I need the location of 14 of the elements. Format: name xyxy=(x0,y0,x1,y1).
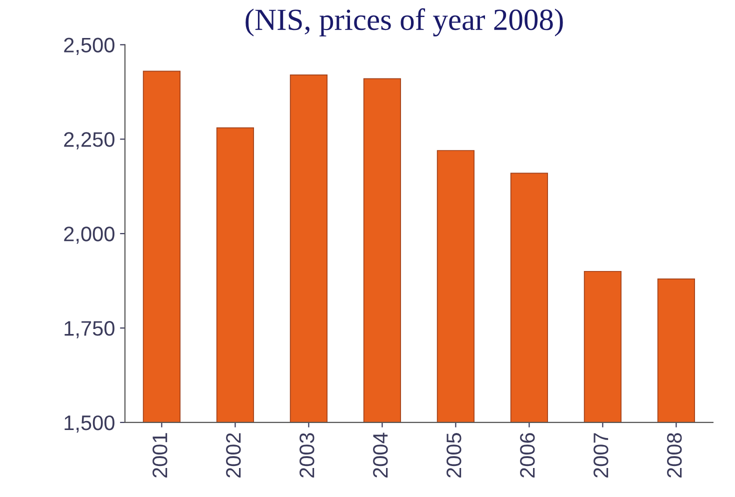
x-tick-label: 2008 xyxy=(667,433,682,478)
x-tick-label: 2007 xyxy=(594,433,608,478)
x-tick-label: 2001 xyxy=(152,433,168,478)
x-tick-label: 2002 xyxy=(226,433,241,478)
chart-title: (NIS, prices of year 2008) xyxy=(246,8,563,36)
x-tick-label: 2005 xyxy=(446,433,462,478)
y-tick-label: 2,500 xyxy=(64,38,114,55)
y-tick-label: 2,000 xyxy=(64,226,114,244)
x-tick-label: 2004 xyxy=(373,432,388,478)
y-tick-label: 1,750 xyxy=(64,321,114,338)
y-tick-label: 2,250 xyxy=(64,132,114,150)
x-tick-label: 2006 xyxy=(520,433,535,478)
y-tick-label: 1,500 xyxy=(64,415,114,433)
x-tick-label: 2003 xyxy=(300,433,314,478)
